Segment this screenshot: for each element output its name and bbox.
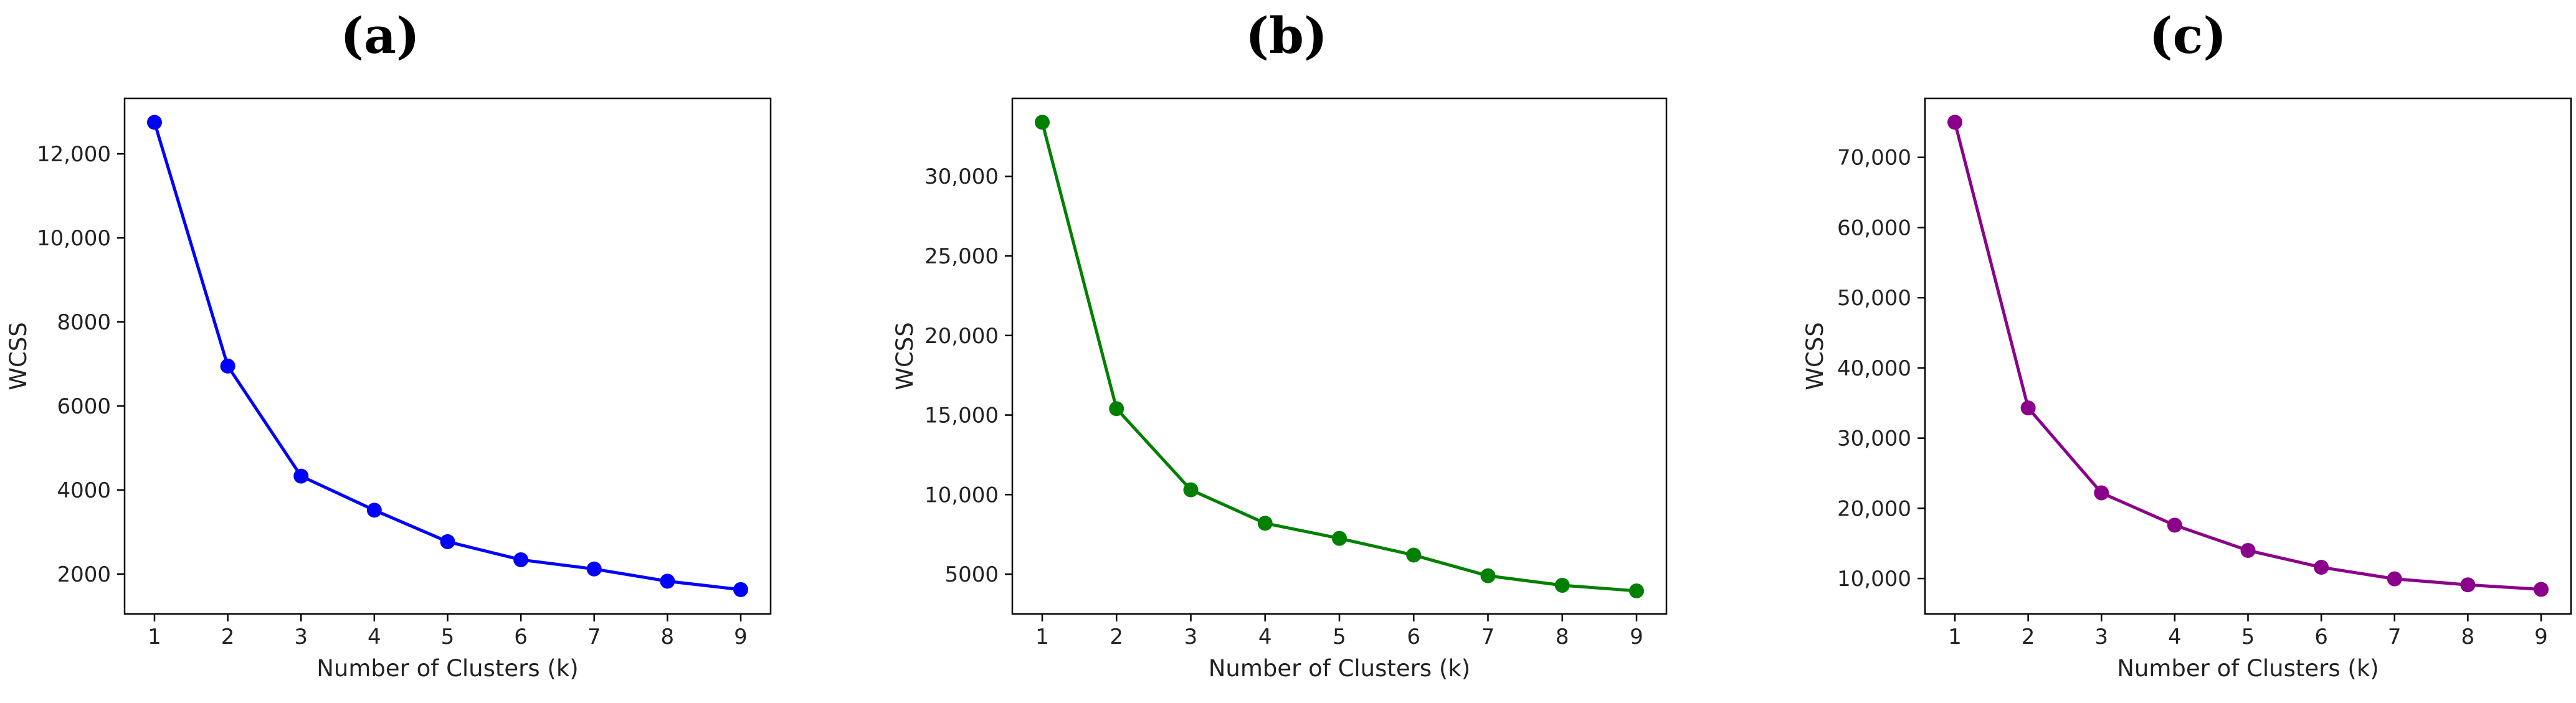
y-tick-label: 50,000 [1837,286,1911,311]
data-point [366,502,382,518]
x-tick-label: 7 [2388,625,2402,649]
y-tick-label: 12,000 [37,142,111,167]
x-tick-label: 4 [1258,625,1272,649]
x-tick-label: 8 [2461,625,2475,649]
data-point [220,358,235,374]
data-point [440,534,455,549]
data-point [2240,542,2256,558]
x-axis-label: Number of Clusters (k) [2117,655,2379,682]
x-tick-label: 3 [2094,625,2108,649]
data-point [513,552,529,567]
y-tick-label: 40,000 [1837,356,1911,381]
x-tick-label: 2 [1110,625,1123,649]
data-point [2460,577,2476,593]
y-axis-label: WCSS [1802,322,1828,390]
y-tick-label: 30,000 [924,164,999,189]
panel-label: (b) [1245,6,1328,65]
chart-panel-a: (a) 1 2 3 4 5 6 7 8 9 2000 4000 6000 8000 10,000 12,000… [5,6,772,682]
data-point [586,561,602,577]
data-point [293,468,309,484]
x-tick-label: 7 [1481,625,1495,649]
data-point [2387,571,2402,587]
x-axis-label: Number of Clusters (k) [316,655,578,682]
data-point [1035,115,1050,130]
x-tick-label: 4 [368,625,381,649]
y-tick-label: 30,000 [1837,427,1911,451]
x-tick-label: 1 [1948,625,1962,649]
x-tick-label: 6 [2314,625,2328,649]
data-point [2534,582,2549,597]
y-tick-label: 5000 [944,562,999,587]
data-point [1947,115,1962,130]
data-point [1183,482,1199,498]
y-tick-label: 10,000 [37,226,111,251]
data-point [2094,485,2109,501]
x-tick-label: 5 [441,625,455,649]
y-tick-label: 8000 [57,310,111,335]
y-tick-label: 6000 [57,394,111,419]
chart-panel-b: (b) 1 2 3 4 5 6 7 8 9 5000 10,000 15,000 20,000 25,000… [891,6,1668,682]
data-point [1257,516,1273,531]
x-tick-label: 3 [294,625,308,649]
data-point [733,582,748,597]
y-axis-label: WCSS [891,322,918,390]
data-point [2167,517,2182,533]
y-axis-label: WCSS [5,322,32,390]
y-tick-label: 20,000 [924,324,999,349]
x-tick-label: 9 [734,625,748,649]
chart-panel-c: (c) 1 2 3 4 5 6 7 8 9 10,000 20,000 30,000 40,000 50,0… [1802,6,2572,682]
y-tick-label: 10,000 [1837,567,1911,592]
y-tick-label: 2000 [57,562,111,587]
data-point [147,115,162,130]
x-tick-label: 9 [2534,625,2548,649]
y-tick-label: 20,000 [1837,496,1911,521]
x-tick-label: 4 [2168,625,2182,649]
y-tick-label: 70,000 [1837,146,1911,171]
x-axis-label: Number of Clusters (k) [1209,655,1470,682]
data-point [1332,531,1347,546]
panel-label: (a) [340,6,420,65]
y-tick-label: 10,000 [924,483,999,507]
x-tick-label: 8 [1556,625,1569,649]
data-point [1629,583,1644,598]
x-tick-label: 5 [1333,625,1346,649]
y-tick-label: 4000 [57,478,111,503]
data-point [2020,400,2036,416]
y-tick-label: 15,000 [924,403,999,428]
x-tick-label: 8 [661,625,675,649]
x-tick-label: 5 [2241,625,2255,649]
x-tick-label: 2 [221,625,235,649]
y-tick-label: 25,000 [924,244,999,269]
x-tick-label: 1 [148,625,161,649]
data-point [660,573,675,589]
data-point [1109,401,1124,417]
x-tick-label: 3 [1184,625,1198,649]
series-line [153,121,741,592]
plot-frame [1924,97,2572,615]
x-tick-label: 2 [2022,625,2035,649]
x-tick-label: 6 [514,625,528,649]
series-line [1953,121,2542,592]
x-tick-label: 9 [1630,625,1643,649]
data-point [1480,568,1496,583]
x-tick-label: 1 [1035,625,1049,649]
series-line [1040,121,1637,593]
data-point [2314,560,2329,575]
x-tick-label: 6 [1407,625,1420,649]
x-tick-label: 7 [587,625,601,649]
panel-label: (c) [2149,6,2227,65]
y-tick-label: 60,000 [1837,215,1911,240]
data-point [1554,578,1570,593]
data-point [1406,547,1422,563]
